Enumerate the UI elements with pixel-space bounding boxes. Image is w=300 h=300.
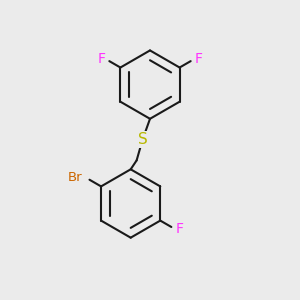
Text: F: F (194, 52, 202, 66)
Text: F: F (175, 222, 183, 236)
Text: Br: Br (67, 170, 82, 184)
Text: S: S (138, 132, 147, 147)
Text: F: F (98, 52, 106, 66)
